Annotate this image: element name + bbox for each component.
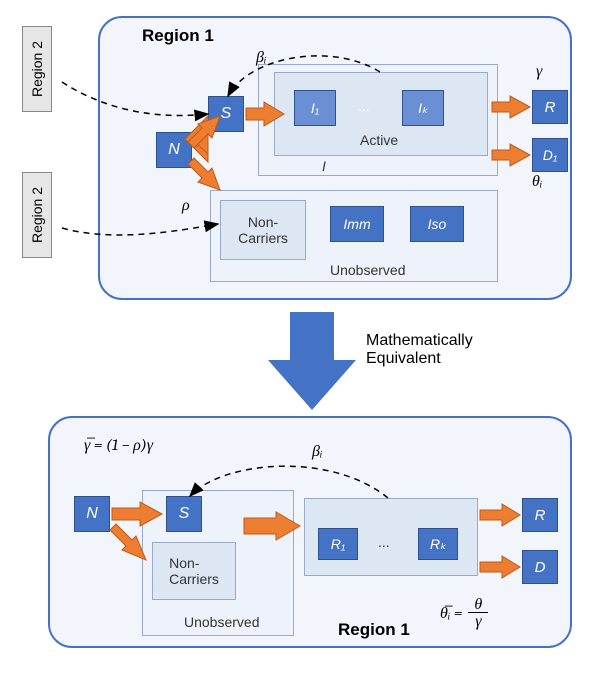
node-r1: R₁ [318, 528, 358, 560]
non-carriers-label-bottom: Non- Carriers [169, 555, 219, 587]
node-s-bottom: S [166, 496, 202, 532]
bottom-region-title: Region 1 [338, 620, 410, 640]
beta-label-bottom: βᵢ [312, 442, 323, 461]
unobserved-label-bottom: Unobserved [184, 614, 260, 630]
top-region-title: Region 1 [142, 26, 214, 46]
non-carriers-box-bottom: Non- Carriers [152, 542, 236, 600]
node-imm: Imm [330, 206, 384, 242]
theta-label: θᵢ [532, 172, 542, 191]
region2-tab-bottom: Region 2 [22, 172, 52, 258]
beta-label-top: βᵢ [256, 48, 267, 67]
node-r-top: R [532, 90, 568, 124]
theta-eq: θ̅ᵢ = θ γ [440, 596, 488, 631]
node-r-dots: ... [378, 534, 390, 550]
node-rk: Rₖ [418, 528, 458, 560]
node-d1: D₁ [532, 138, 568, 172]
node-r-bottom: R [522, 498, 558, 532]
non-carriers-box-top: Non- Carriers [220, 200, 306, 260]
theta-den: γ [469, 613, 487, 631]
theta-num: θ [468, 596, 488, 613]
gamma-eq-label: γ̅ = (1 − ρ)γ [84, 436, 153, 455]
node-s-top: S [208, 96, 244, 132]
gamma-label: γ [536, 62, 542, 81]
node-n-bottom: N [74, 496, 110, 532]
equiv-label: Mathematically Equivalent [366, 332, 473, 368]
node-i1: I₁ [294, 90, 336, 126]
region2-label-a: Region 2 [29, 41, 45, 97]
node-i-dots: ... [358, 98, 370, 114]
node-d-bottom: D [522, 550, 558, 584]
active-label: Active [360, 132, 398, 148]
big-arrow-down [268, 312, 356, 410]
i-label: I [322, 158, 326, 174]
unobserved-label-top: Unobserved [330, 262, 406, 278]
node-n-top: N [156, 132, 192, 168]
region2-label-b: Region 2 [29, 187, 45, 243]
diagram-canvas: Region 2 Region 2 Region 1 Non- Carriers… [12, 12, 580, 670]
non-carriers-label-top: Non- Carriers [238, 214, 288, 246]
rho-label: ρ [182, 196, 190, 215]
node-iso: Iso [410, 206, 464, 242]
region2-tab-top: Region 2 [22, 26, 52, 112]
node-ik: Iₖ [402, 90, 444, 126]
